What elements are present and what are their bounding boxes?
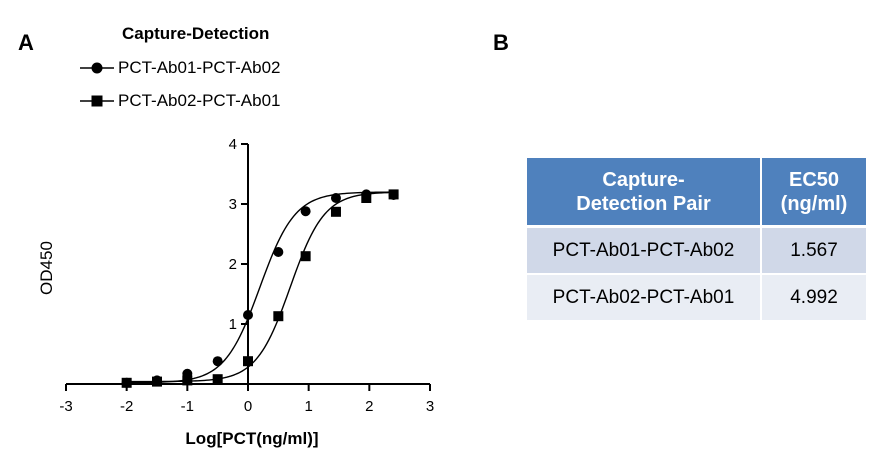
data-point-circle (300, 206, 311, 217)
data-point-circle (330, 193, 341, 203)
x-tick-label: 3 (426, 398, 434, 415)
y-tick-label: 3 (229, 196, 237, 213)
data-point-square (388, 189, 399, 200)
x-axis-label: Log[PCT(ng/ml)] (185, 429, 318, 448)
legend-label-series-1: PCT-Ab01-PCT-Ab02 (118, 58, 281, 77)
panel-label-a: A (18, 30, 34, 55)
cell-pair: PCT-Ab01-PCT-Ab02 (527, 228, 762, 275)
header-pair-text: Capture-Detection Pair (576, 168, 711, 215)
x-tick-label: -2 (120, 398, 133, 415)
x-tick-label: 1 (304, 398, 312, 415)
data-point-square (300, 251, 311, 262)
data-point-square (273, 311, 284, 322)
legend-title: Capture-Detection (122, 24, 270, 43)
fit-curve-series-2 (126, 191, 394, 383)
data-point-square (330, 206, 341, 217)
legend-square-marker-icon (80, 95, 114, 107)
ec50-table: Capture-Detection Pair EC50 (ng/ml) PCT-… (527, 158, 866, 320)
data-point-square (152, 376, 162, 387)
data-point-square (361, 193, 372, 203)
table-row: PCT-Ab02-PCT-Ab01 4.992 (527, 275, 866, 320)
y-tick-label: 1 (229, 316, 237, 333)
data-point-square (121, 377, 132, 388)
data-point-square (182, 375, 193, 386)
data-point-circle (243, 310, 253, 320)
header-ec50-text: EC50 (ng/ml) (780, 168, 848, 215)
y-tick-label: 4 (229, 136, 237, 153)
y-axis-label: OD450 (37, 241, 56, 295)
table-row: PCT-Ab01-PCT-Ab02 1.567 (527, 228, 866, 275)
header-pair: Capture-Detection Pair (527, 158, 762, 228)
data-point-square (243, 356, 253, 367)
x-tick-label: 2 (365, 398, 373, 415)
data-point-square (212, 374, 223, 385)
x-tick-label: -3 (59, 398, 72, 415)
legend-item-series-1: PCT-Ab01-PCT-Ab02 (78, 57, 281, 79)
y-tick-label: 2 (229, 256, 237, 273)
legend-item-series-2: PCT-Ab02-PCT-Ab01 (78, 90, 281, 112)
data-point-circle (273, 247, 284, 257)
x-tick-label: 0 (244, 398, 252, 415)
legend-label-series-2: PCT-Ab02-PCT-Ab01 (118, 91, 281, 110)
x-tick-label: -1 (181, 398, 194, 415)
cell-pair: PCT-Ab02-PCT-Ab01 (527, 275, 762, 320)
panel-label-b: B (493, 30, 509, 55)
cell-ec50: 1.567 (762, 228, 866, 275)
header-ec50: EC50 (ng/ml) (762, 158, 866, 228)
legend-circle-marker-icon (80, 62, 114, 74)
cell-ec50: 4.992 (762, 275, 866, 320)
table-header-row: Capture-Detection Pair EC50 (ng/ml) (527, 158, 866, 228)
data-point-circle (212, 356, 223, 367)
